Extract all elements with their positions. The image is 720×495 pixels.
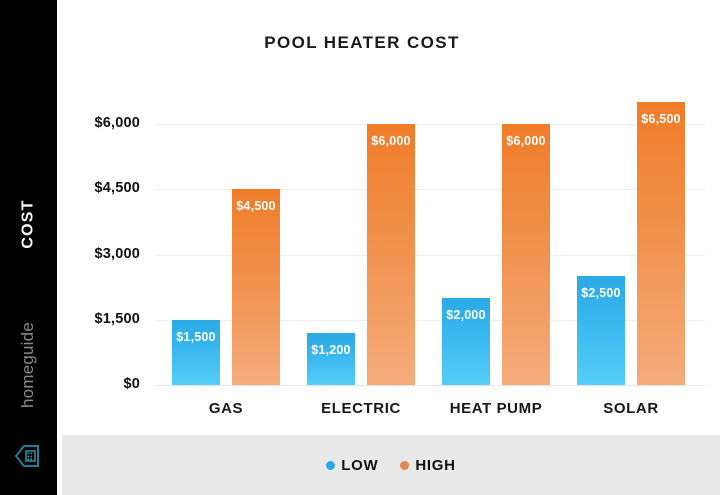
gridline (155, 254, 705, 256)
bar-heat-pump-low[interactable]: $2,000 (442, 298, 490, 385)
y-axis-tick: $6,000 (94, 115, 140, 131)
legend-item-low[interactable]: LOW (326, 457, 378, 474)
legend-dot-high-icon (400, 460, 410, 470)
bar-value-label: $1,500 (176, 329, 216, 344)
gridline (155, 124, 705, 125)
bar-value-label: $2,000 (446, 308, 486, 322)
x-axis-category-label: ELECTRIC (321, 400, 401, 417)
chart-title: POOL HEATER COST (264, 33, 460, 52)
bar-value-label: $6,000 (506, 134, 546, 148)
x-axis-category-label: GAS (208, 400, 244, 417)
legend-dot-low-icon (326, 460, 336, 470)
gridline (155, 319, 705, 321)
bar-value-label: $6,000 (371, 134, 411, 148)
x-axis-category-label: SOLAR (603, 400, 659, 417)
bar-solar-high[interactable]: $6,500 (637, 102, 685, 385)
bar-electric-low[interactable]: $1,200 (307, 332, 355, 385)
y-axis-tick: $0 (123, 376, 140, 392)
legend-label: HIGH (415, 456, 456, 474)
bar-gas-high[interactable]: $4,500 (232, 189, 280, 385)
bar-gas-low[interactable]: $1,500 (172, 319, 220, 385)
bar-solar-low[interactable]: $2,500 (577, 276, 625, 385)
bar-electric-high[interactable]: $6,000 (367, 124, 415, 385)
legend-item-high[interactable]: HIGH (400, 457, 455, 474)
homeguide-tag-icon (14, 443, 44, 469)
y-axis-tick: $1,500 (94, 310, 140, 327)
y-axis-tick: $3,000 (94, 245, 140, 262)
brand-name: homeguide (18, 322, 37, 408)
legend: LOW HIGH (62, 435, 720, 495)
sidebar: COST homeguide (0, 0, 57, 495)
x-axis-category-label: HEAT PUMP (449, 400, 543, 417)
bar-value-label: $6,500 (641, 112, 681, 127)
chart-panel: POOL HEATER COST $6,000 $4,500 $3,000 $1… (62, 0, 720, 495)
y-axis-tick: $4,500 (94, 180, 140, 197)
gridline-baseline (155, 385, 705, 386)
bar-heat-pump-high[interactable]: $6,000 (502, 124, 550, 385)
plot-area: $6,000 $4,500 $3,000 $1,500 $0 $1,500 $4… (62, 0, 720, 435)
legend-label: LOW (341, 456, 379, 474)
bar-value-label: $4,500 (236, 199, 276, 214)
bar-value-label: $2,500 (581, 286, 621, 301)
legend-band: LOW HIGH (62, 435, 720, 495)
y-axis-title: COST (19, 199, 37, 249)
gridline (155, 189, 705, 191)
bar-value-label: $1,200 (311, 342, 351, 357)
